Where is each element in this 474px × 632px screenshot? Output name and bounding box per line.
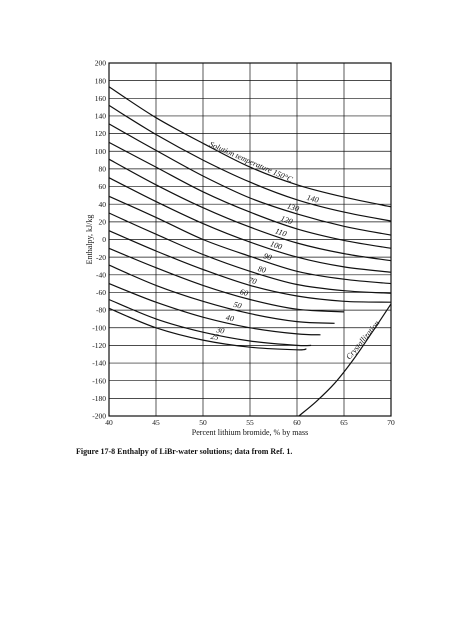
curve-90 xyxy=(108,195,392,285)
chart-grid xyxy=(108,62,392,417)
y-tick-label: 100 xyxy=(95,147,107,156)
y-tick-label: -100 xyxy=(92,323,106,332)
curve-30 xyxy=(108,298,312,347)
curve-label: 120 xyxy=(279,214,293,227)
x-axis-label: Percent lithium bromide, % by mass xyxy=(192,428,308,437)
y-tick-label: 40 xyxy=(99,200,107,209)
curve-130 xyxy=(108,123,392,236)
y-tick-label: -20 xyxy=(96,253,106,262)
curve-110 xyxy=(108,158,392,262)
curve-label: 50 xyxy=(232,300,242,311)
curve-crystallization xyxy=(298,303,392,417)
y-tick-label: 140 xyxy=(95,112,107,121)
curve-label: 100 xyxy=(269,239,283,251)
curve-label: 80 xyxy=(257,264,267,275)
curve-25 xyxy=(108,307,307,351)
y-tick-label: 60 xyxy=(99,182,107,191)
curve-label: 60 xyxy=(239,287,249,298)
y-tick-label: -160 xyxy=(92,376,106,385)
y-tick-label: -180 xyxy=(92,394,106,403)
x-tick-label: 45 xyxy=(152,418,160,427)
figure-caption: Figure 17-8 Enthalpy of LiBr-water solut… xyxy=(76,447,293,456)
x-tick-label: 55 xyxy=(246,418,254,427)
curve-100 xyxy=(108,177,392,273)
x-tick-label: 50 xyxy=(199,418,207,427)
y-tick-label: 80 xyxy=(99,165,107,174)
isotherm-curves xyxy=(108,86,392,417)
curve-label: Solution temperature 150°C xyxy=(208,140,295,185)
curve-80 xyxy=(108,212,392,294)
y-tick-label: -200 xyxy=(92,412,106,421)
y-tick-label: 160 xyxy=(95,94,107,103)
y-axis-label: Enthalpy, kJ/kg xyxy=(85,215,94,265)
curve-label: 110 xyxy=(274,226,288,238)
curve-solution-temperature-150-c xyxy=(108,86,392,208)
curve-label: 130 xyxy=(286,201,300,213)
x-tick-label: 60 xyxy=(293,418,301,427)
curve-120 xyxy=(108,141,392,249)
curve-50 xyxy=(108,264,335,324)
x-tick-label: 40 xyxy=(105,418,113,427)
curve-label: 30 xyxy=(215,325,226,336)
y-tick-label: 120 xyxy=(95,129,107,138)
y-tick-label: -140 xyxy=(92,359,106,368)
y-tick-label: -120 xyxy=(92,341,106,350)
y-tick-label: -60 xyxy=(96,288,106,297)
curve-label: 40 xyxy=(225,313,235,324)
y-tick-label: 20 xyxy=(99,217,107,226)
x-tick-label: 65 xyxy=(340,418,348,427)
tick-labels: 40 45 50 55 60 65 7020018016014012010080604020… xyxy=(92,59,395,427)
y-tick-label: 0 xyxy=(102,235,106,244)
y-tick-label: -80 xyxy=(96,306,106,315)
curve-70 xyxy=(108,230,392,303)
y-tick-label: 180 xyxy=(95,76,107,85)
curve-label: 25 xyxy=(210,332,219,342)
y-tick-label: 200 xyxy=(95,59,107,68)
x-tick-label: 70 xyxy=(387,418,395,427)
curve-40 xyxy=(108,283,321,336)
plot-frame xyxy=(108,62,392,417)
y-tick-label: -40 xyxy=(96,270,106,279)
curve-label: 140 xyxy=(306,193,320,205)
curve-label: 90 xyxy=(263,251,273,262)
curve-label: 70 xyxy=(247,276,257,287)
curve-140 xyxy=(108,104,392,222)
curve-60 xyxy=(108,247,345,313)
curve-label: Crystallization xyxy=(344,319,381,361)
